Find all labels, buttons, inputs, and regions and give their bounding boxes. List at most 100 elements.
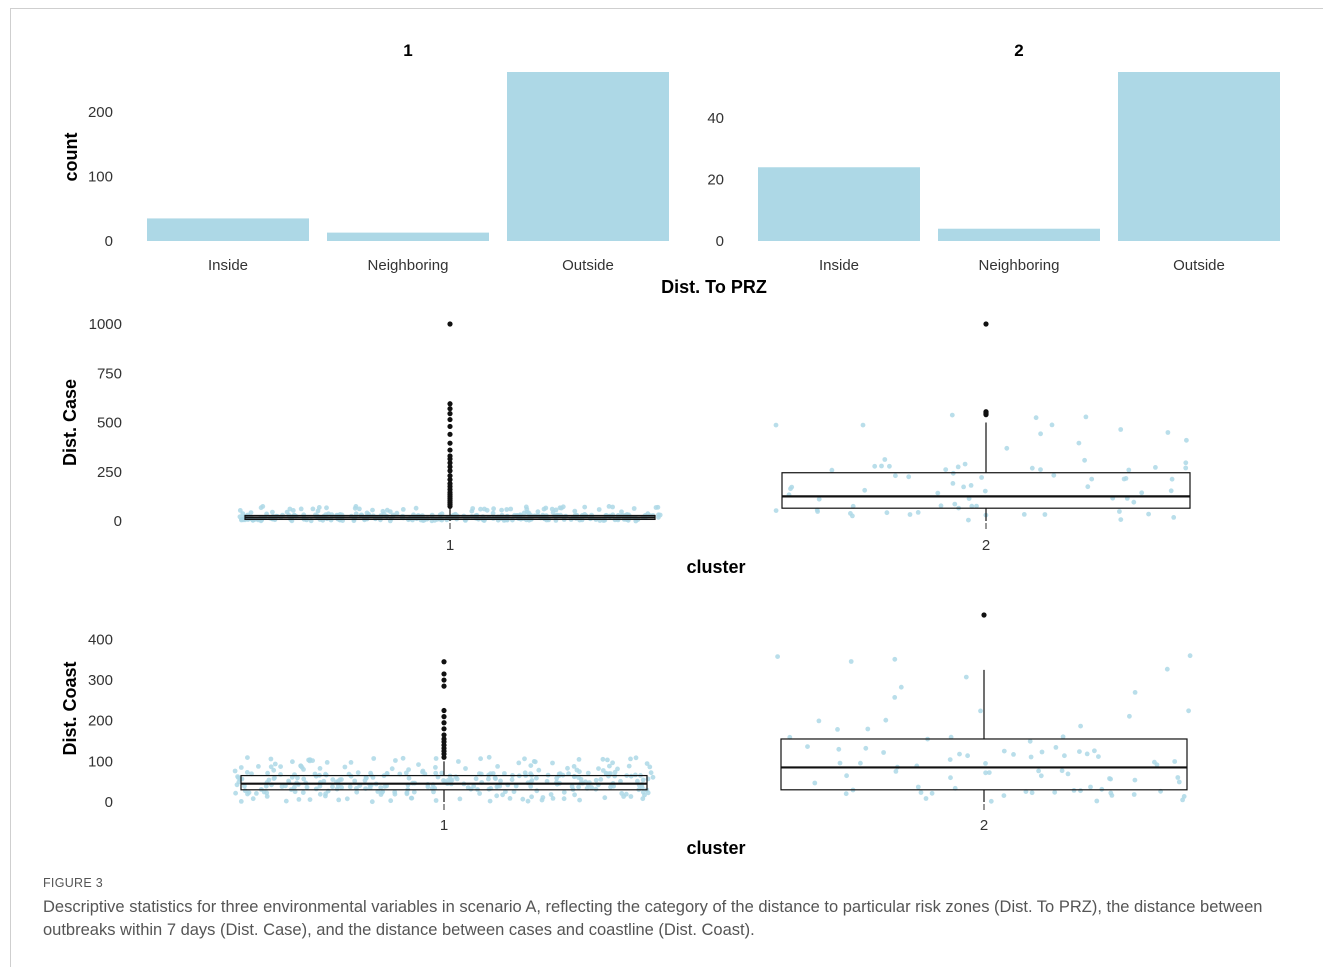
jitter-point bbox=[612, 769, 618, 775]
jitter-point bbox=[498, 778, 503, 784]
jitter-point bbox=[949, 412, 955, 418]
jitter-point bbox=[631, 506, 637, 511]
jitter-point bbox=[313, 786, 319, 792]
x-axis-label: Dist. To PRZ bbox=[661, 277, 767, 297]
jitter-point bbox=[610, 504, 615, 510]
outlier-point bbox=[441, 726, 447, 732]
jitter-point bbox=[367, 785, 373, 791]
jitter-point bbox=[324, 505, 329, 511]
y-tick-label: 0 bbox=[716, 233, 724, 250]
jitter-point bbox=[1038, 773, 1044, 779]
jitter-point bbox=[589, 785, 594, 790]
jitter-point bbox=[966, 517, 971, 523]
jitter-point bbox=[606, 504, 612, 509]
jitter-point bbox=[406, 775, 412, 781]
x-axis-label: cluster bbox=[686, 838, 745, 858]
jitter-point bbox=[388, 798, 394, 804]
jitter-point bbox=[491, 506, 496, 512]
jitter-point bbox=[242, 783, 247, 789]
jitter-point bbox=[525, 798, 531, 804]
jitter-point bbox=[653, 505, 659, 510]
jitter-point bbox=[557, 771, 563, 777]
jitter-point bbox=[494, 793, 500, 799]
y-axis-label: Dist. Coast bbox=[60, 661, 80, 755]
jitter-point bbox=[647, 764, 653, 770]
jitter-point bbox=[1053, 745, 1059, 750]
outlier-point bbox=[441, 683, 447, 689]
jitter-point bbox=[605, 757, 610, 763]
jitter-point bbox=[236, 775, 241, 781]
jitter-point bbox=[271, 767, 277, 773]
jitter-point bbox=[626, 763, 632, 769]
jitter-point bbox=[1085, 484, 1091, 490]
jitter-point bbox=[486, 754, 492, 760]
jitter-point bbox=[468, 786, 474, 792]
jitter-point bbox=[478, 506, 483, 512]
jitter-point bbox=[316, 505, 322, 510]
jitter-point bbox=[881, 750, 886, 755]
jitter-point bbox=[907, 512, 913, 517]
outlier-point bbox=[981, 612, 987, 618]
jitter-point bbox=[1021, 512, 1027, 517]
jitter-point bbox=[504, 507, 510, 512]
outlier-point bbox=[441, 720, 447, 726]
jitter-point bbox=[988, 798, 994, 804]
x-tick-label: Outside bbox=[1173, 257, 1225, 274]
outlier-point bbox=[441, 714, 447, 720]
jitter-point bbox=[1076, 440, 1082, 446]
outlier-point bbox=[447, 480, 453, 487]
jitter-point bbox=[1029, 465, 1035, 471]
jitter-point bbox=[511, 789, 517, 795]
jitter-point bbox=[963, 674, 969, 680]
jitter-point bbox=[952, 501, 958, 507]
x-tick-label: Neighboring bbox=[979, 257, 1060, 274]
jitter-point bbox=[1153, 465, 1158, 470]
jitter-point bbox=[1118, 427, 1124, 432]
jitter-point bbox=[330, 784, 335, 790]
jitter-point bbox=[1027, 738, 1033, 744]
jitter-point bbox=[344, 796, 350, 802]
jitter-point bbox=[413, 505, 419, 511]
jitter-point bbox=[495, 764, 500, 769]
jitter-point bbox=[773, 508, 779, 513]
jitter-point bbox=[265, 770, 270, 776]
jitter-point bbox=[615, 766, 620, 772]
jitter-point bbox=[628, 794, 634, 799]
jitter-point bbox=[549, 506, 555, 512]
jitter-point bbox=[979, 475, 984, 480]
outlier-point bbox=[447, 440, 453, 446]
jitter-point bbox=[1171, 515, 1177, 520]
jitter-point bbox=[509, 777, 515, 783]
jitter-point bbox=[347, 784, 353, 790]
outlier-point bbox=[441, 671, 447, 677]
jitter-point bbox=[1038, 467, 1043, 472]
jitter-point bbox=[789, 484, 795, 490]
jitter-point bbox=[974, 503, 979, 509]
jitter-point bbox=[943, 467, 949, 472]
x-tick-label: 2 bbox=[980, 817, 988, 834]
y-tick-label: 40 bbox=[707, 110, 724, 127]
jitter-point bbox=[623, 791, 629, 797]
jitter-point bbox=[607, 763, 612, 769]
jitter-point bbox=[245, 755, 250, 760]
jitter-point bbox=[1078, 788, 1083, 794]
jitter-point bbox=[843, 791, 849, 797]
jitter-point bbox=[264, 794, 270, 799]
jitter-point bbox=[865, 726, 871, 732]
jitter-point bbox=[268, 764, 274, 770]
jitter-point bbox=[965, 753, 970, 759]
jitter-point bbox=[1176, 779, 1182, 785]
jitter-point bbox=[524, 506, 530, 512]
jitter-point bbox=[816, 496, 822, 502]
jitter-point bbox=[463, 518, 468, 523]
iqr-box bbox=[781, 472, 1191, 509]
jitter-point bbox=[1127, 713, 1132, 719]
jitter-point bbox=[245, 791, 250, 797]
jitter-point bbox=[961, 484, 966, 490]
jitter-point bbox=[529, 794, 534, 800]
jitter-point bbox=[502, 771, 507, 776]
jitter-point bbox=[1132, 690, 1138, 695]
jitter-point bbox=[602, 795, 608, 801]
jitter-point bbox=[1049, 422, 1055, 428]
jitter-point bbox=[1139, 490, 1145, 496]
